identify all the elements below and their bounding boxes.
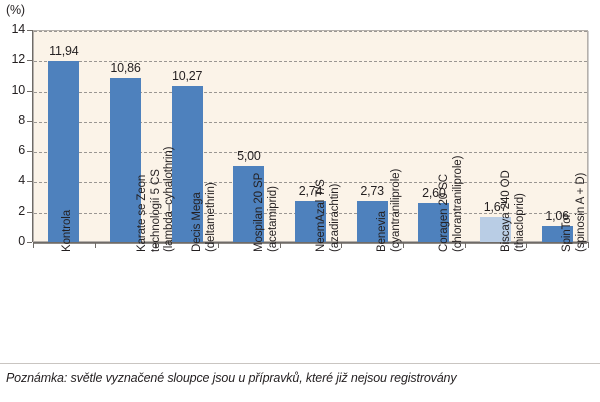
bar-value-label: 10,86 (110, 60, 141, 75)
category-label: Mospilan 20 SP (acetamiprid) (253, 173, 280, 252)
bar-value-label: 10,27 (172, 69, 203, 84)
bar (48, 61, 80, 242)
category-label-line: (acetamiprid) (266, 186, 279, 252)
category-label: Kontrola (61, 210, 75, 252)
category-label-line: (azadirachtin) (328, 183, 340, 252)
bar-value-label: 2,73 (360, 183, 384, 198)
category-label: Benevia (cyantraniliprole) (376, 169, 403, 252)
y-tick-mark-4 (27, 181, 32, 183)
y-tick-mark-14 (27, 30, 32, 31)
category-label: SpinTor (spinosin A + D) (561, 173, 588, 252)
bar (233, 166, 265, 242)
y-tick-label: 2 (18, 203, 25, 218)
y-axis-unit-label: (%) (6, 3, 25, 17)
x-tick-mark (464, 242, 466, 248)
footnote-text: Poznámka: světle vyznačené sloupce jsou … (6, 371, 457, 385)
bar-value-label: 5,00 (237, 149, 261, 164)
gridline-6 (34, 152, 587, 154)
category-label-line: (thiacloprid) (513, 193, 525, 252)
y-tick-mark-8 (27, 120, 32, 122)
y-tick-label: 8 (18, 112, 25, 127)
category-label-line: Kontrola (61, 209, 74, 252)
category-label-line: technologií 5 CS (149, 169, 162, 252)
x-axis-line (33, 242, 589, 243)
y-tick-mark-2 (27, 211, 32, 213)
y-tick-label: 14 (11, 22, 25, 36)
x-tick-mark (94, 242, 96, 248)
category-label-line: Decis Mega (191, 192, 204, 252)
category-label-line: Biscaya 240 OD (499, 170, 512, 252)
category-label-line: (spinosin A + D) (574, 172, 587, 252)
gridline-12 (34, 61, 587, 63)
category-label-line: (lambda–cyhalothrin) (163, 146, 176, 252)
bar-value-label: 1,06 (545, 208, 569, 223)
y-tick-mark-10 (27, 90, 32, 92)
y-tick-mark-0 (27, 242, 32, 243)
y-tick-label: 12 (11, 52, 25, 67)
gridline-10 (34, 91, 587, 93)
x-tick-mark (341, 242, 343, 248)
bar-value-label: 11,94 (49, 44, 79, 59)
x-tick-mark (218, 242, 219, 248)
bar (418, 202, 450, 242)
y-tick-mark-6 (27, 151, 32, 153)
gridline-14 (34, 31, 587, 32)
y-tick-label: 10 (11, 82, 25, 97)
bar-value-label: 2,74 (298, 183, 323, 198)
category-label: Biscaya 240 OD (thiacloprid) (500, 170, 527, 252)
category-label-line: (cyantraniliprole) (389, 168, 402, 252)
x-tick-mark (526, 242, 528, 248)
category-label: NeemAzal T/S (azadirachtin) (315, 179, 342, 252)
y-tick-label: 4 (18, 173, 25, 188)
bar (171, 86, 203, 242)
y-tick-label: 0 (18, 234, 25, 248)
footnote-divider (0, 363, 600, 364)
y-tick-label: 6 (18, 143, 25, 158)
category-label: Karate se Zeon technologií 5 CS (lambda–cy… (136, 147, 177, 252)
category-label-line: Mospilan 20 SP (252, 172, 265, 252)
bar (480, 216, 511, 242)
y-axis-line (32, 30, 33, 242)
bar-value-label: 1,67 (483, 199, 508, 214)
bar (295, 200, 326, 242)
y-tick-mark-12 (27, 60, 32, 62)
category-label-line: (deltamethrin) (204, 182, 217, 252)
category-label-line: Benevia (376, 211, 389, 252)
category-label: Decis Mega (deltamethrin) (191, 182, 218, 252)
category-label-line: Karate se Zeon (136, 174, 149, 252)
bar (541, 225, 573, 242)
bar (356, 200, 388, 242)
category-label-line: (chlorantraniliprole) (451, 155, 464, 252)
category-label-line: NeemAzal T/S (314, 179, 327, 252)
x-tick-mark (403, 242, 404, 248)
category-label-line: Coragen 20 SC (437, 174, 450, 252)
x-tick-mark (156, 242, 158, 248)
bar (110, 77, 141, 242)
category-label-line: SpinTor (561, 213, 574, 252)
bar-value-label: 2,60 (422, 185, 446, 200)
x-tick-mark (33, 242, 34, 248)
gridline-8 (34, 121, 587, 123)
gridline-4 (34, 182, 587, 184)
category-label: Coragen 20 SC (chlorantraniliprole) (438, 156, 465, 252)
x-tick-mark (588, 242, 589, 248)
gridline-0 (34, 243, 587, 244)
x-tick-mark (279, 242, 281, 248)
